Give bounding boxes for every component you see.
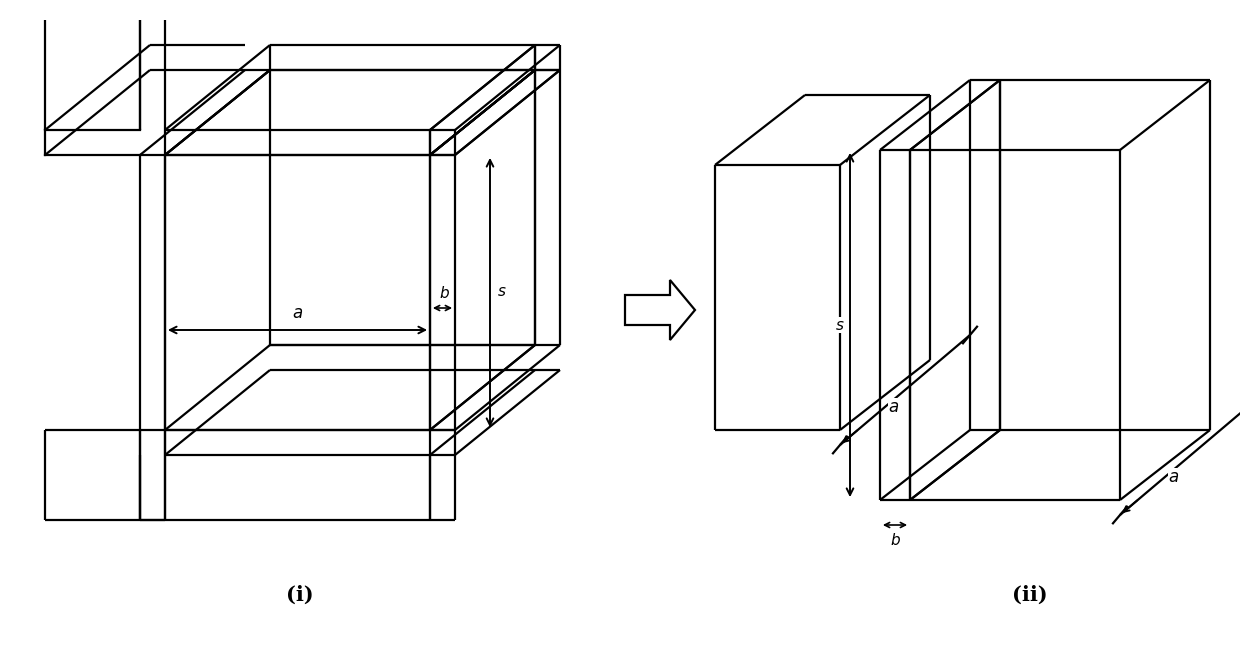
Text: b: b [439, 286, 449, 301]
Text: a: a [888, 398, 898, 416]
Text: b: b [890, 533, 900, 548]
Text: a: a [1168, 468, 1178, 486]
Text: a: a [291, 304, 303, 322]
Text: (i): (i) [286, 585, 314, 605]
Text: s: s [498, 284, 506, 299]
Polygon shape [625, 280, 694, 340]
Text: (ii): (ii) [1012, 585, 1048, 605]
Text: s: s [836, 318, 844, 333]
